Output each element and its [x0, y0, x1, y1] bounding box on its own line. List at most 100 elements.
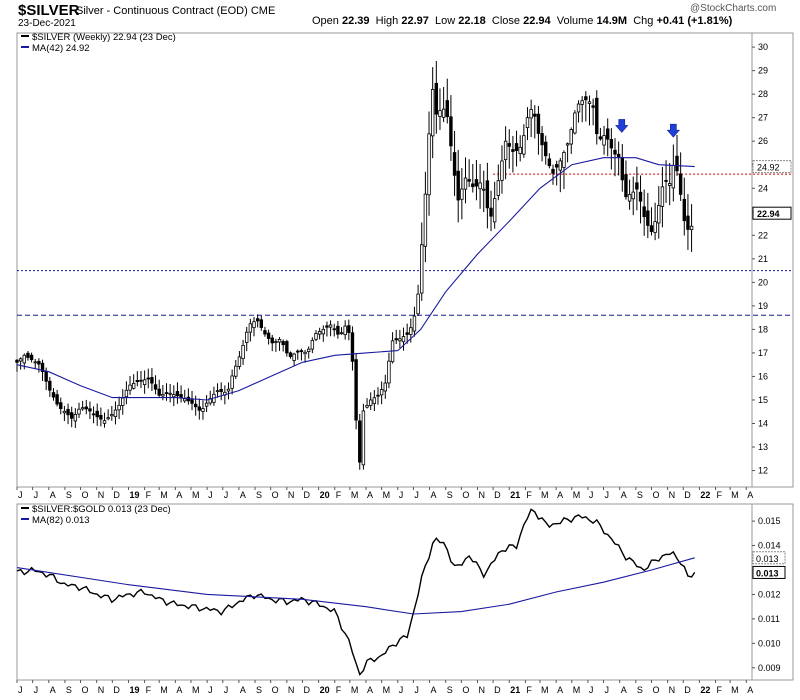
price-candle-body: [277, 339, 282, 343]
price-candle-body: [514, 143, 519, 152]
price-candle-body: [376, 394, 380, 397]
price-candle-body: [99, 414, 103, 420]
price-candle-body: [226, 388, 231, 392]
ratio-x-tick-label: A: [50, 685, 56, 695]
price-x-tick-label: S: [447, 490, 453, 500]
ratio-x-tick-label: M: [541, 685, 549, 695]
price-x-tick-label: M: [383, 490, 391, 500]
price-y-tick-label: 24: [758, 183, 768, 193]
price-candle-body: [146, 377, 150, 380]
price-candle-body: [69, 412, 74, 419]
price-candle-body: [602, 135, 606, 146]
price-candle-body: [365, 405, 369, 408]
price-candle-body: [237, 356, 242, 367]
price-candle-body: [686, 215, 690, 230]
price-x-tick-label: A: [557, 490, 563, 500]
price-candle-body: [128, 384, 132, 391]
price-candle-body: [190, 399, 194, 404]
ratio-last-value-box: [752, 551, 786, 565]
ratio-last-value-label: 0.013: [756, 568, 779, 578]
contract-name: Silver - Continuous Contract (EOD): [76, 5, 248, 17]
price-candle-body: [474, 179, 479, 187]
price-candle-body: [398, 338, 402, 342]
ratio-ma-legend-entry: MA(82) 0.013: [32, 515, 90, 526]
ratio-x-tick-label: S: [256, 685, 262, 695]
price-legend-entry: $SILVER (Weekly) 22.94 (23 Dec): [32, 32, 176, 43]
price-y-tick-label: 17: [758, 348, 768, 358]
price-candle-body: [372, 397, 377, 404]
price-x-tick-label: A: [747, 490, 753, 500]
price-x-tick-label: 22: [700, 490, 710, 500]
price-panel-frame: [16, 32, 794, 488]
price-candle-body: [554, 164, 559, 168]
price-x-tick-label: O: [272, 490, 279, 500]
price-candle-body: [492, 198, 497, 223]
price-y-tick-label: 18: [758, 324, 768, 334]
price-x-tick-label: D: [303, 490, 310, 500]
ratio-x-tick-label: J: [34, 685, 39, 695]
price-candle-body: [584, 96, 588, 101]
down-arrow-marker: [615, 119, 629, 133]
price-y-tick-label: 27: [758, 113, 768, 123]
price-candle-body: [434, 82, 439, 115]
price-candle-body: [204, 402, 209, 407]
price-x-tick-label: M: [541, 490, 549, 500]
price-candle-body: [409, 327, 413, 335]
ratio-x-tick-label: M: [731, 685, 739, 695]
price-last-value-box: [752, 206, 792, 220]
price-x-tick-label: J: [605, 490, 610, 500]
price-candle-body: [609, 139, 614, 149]
price-candle-body: [121, 397, 125, 406]
price-candle-body: [15, 359, 19, 363]
price-x-tick-label: D: [113, 490, 120, 500]
price-candle-body: [423, 193, 428, 247]
price-x-tick-label: J: [208, 490, 213, 500]
price-candle-body: [292, 353, 296, 361]
price-candle-body: [401, 336, 406, 343]
price-candle-body: [576, 103, 581, 113]
ratio-x-tick-label: 22: [700, 685, 710, 695]
price-candle-body: [139, 379, 143, 382]
price-candle-body: [664, 180, 668, 182]
high-label: High: [375, 15, 399, 27]
price-candle-body: [635, 182, 639, 190]
price-candle-body: [95, 410, 99, 418]
price-x-tick-label: M: [573, 490, 581, 500]
price-candle-body: [328, 324, 333, 328]
ratio-x-tick-label: J: [589, 685, 594, 695]
price-candle-body: [416, 293, 420, 315]
price-x-tick-label: A: [50, 490, 56, 500]
high-value: 22.97: [401, 15, 429, 27]
price-x-tick-label: N: [478, 490, 485, 500]
price-candle-body: [525, 117, 530, 129]
price-candle-body: [591, 105, 595, 108]
price-y-tick-label: 19: [758, 301, 768, 311]
price-candle-body: [266, 332, 271, 339]
price-candle-body: [299, 350, 304, 353]
price-candle-body: [281, 341, 285, 346]
price-candle-body: [332, 328, 336, 331]
price-candle-body: [449, 116, 453, 147]
price-candle-body: [150, 377, 154, 384]
ratio-x-tick-label: D: [303, 685, 310, 695]
price-candle-body: [80, 407, 85, 410]
ratio-x-tick-label: S: [66, 685, 72, 695]
ratio-x-tick-label: 21: [510, 685, 520, 695]
price-candle-body: [215, 390, 220, 393]
price-candle-body: [172, 394, 176, 398]
price-x-tick-label: O: [462, 490, 469, 500]
price-y-tick-label: 14: [758, 418, 768, 428]
price-y-tick-label: 12: [758, 466, 768, 476]
ratio-x-tick-label: A: [240, 685, 246, 695]
price-candle-body: [201, 408, 205, 412]
price-candle-body: [245, 331, 249, 343]
ratio-x-tick-label: J: [224, 685, 229, 695]
price-candle-body: [511, 149, 515, 152]
price-candle-body: [478, 182, 482, 190]
ratio-x-tick-label: O: [462, 685, 469, 695]
price-x-tick-label: M: [731, 490, 739, 500]
price-x-tick-label: D: [684, 490, 691, 500]
price-candle-body: [110, 414, 114, 417]
ratio-x-tick-label: M: [160, 685, 168, 695]
